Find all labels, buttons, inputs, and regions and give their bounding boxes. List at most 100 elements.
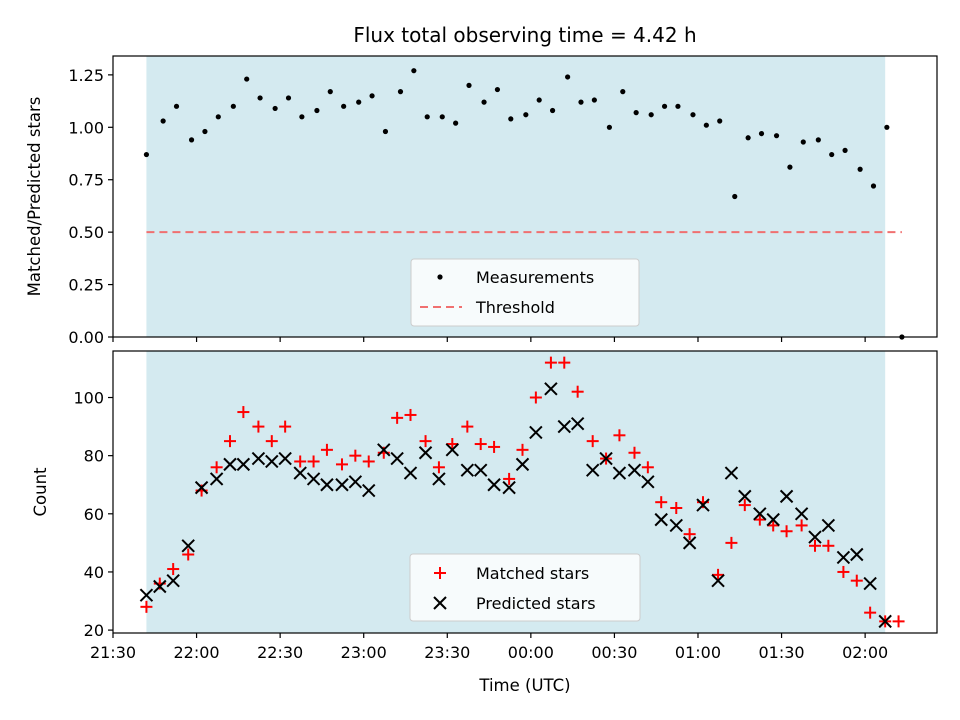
bottom-y-tick-label: 80 [84,447,104,466]
measurement-point [299,114,305,120]
x-tick-label: 22:00 [174,643,220,662]
matched-star-point [419,435,432,448]
measurement-point [188,137,195,143]
predicted-star-point [766,512,780,527]
matched-star-point [461,420,474,433]
measurement-point [143,151,150,158]
bottom-legend: Matched stars Predicted stars [409,553,641,622]
matched-star-point [210,461,223,474]
predicted-star-point [627,463,642,477]
matched-star-point [628,446,641,459]
predicted-star-point [808,530,822,544]
x-tick-label: 22:30 [257,643,303,662]
measurement-point [591,97,597,103]
bottom-y-ticks: 20 40 60 80 100 [73,389,113,640]
matched-star-point [725,536,738,549]
predicted-star-point [724,466,739,480]
measurement-point [620,89,626,95]
legend-measurements-label: Measurements [476,268,594,287]
matched-star-point [279,420,292,433]
predicted-star-point [612,466,627,480]
predicted-star-point [445,443,460,457]
x-tick-label: 01:30 [759,643,805,662]
matched-star-point [140,600,153,613]
predicted-star-point [779,489,794,504]
matched-star-point [655,496,668,509]
measurement-point [787,164,793,170]
matched-star-point [294,455,307,468]
legend-matched-label: Matched stars [476,564,589,583]
matched-star-point [182,548,195,561]
matched-star-point [753,513,766,526]
matched-star-point [335,458,348,471]
measurement-point [857,166,863,172]
predicted-star-point [139,588,154,602]
matched-star-point [558,356,571,369]
x-tick-label: 00:00 [508,643,554,662]
predicted-star-point [278,451,292,466]
predicted-star-point [641,475,655,489]
matched-star-point [529,391,542,404]
measurement-point [675,103,681,109]
predicted-star-point [502,480,516,495]
measurement-point [397,89,404,95]
matched-star-point [404,408,417,421]
predicted-star-point [223,457,237,472]
predicted-star-point [209,472,224,486]
matched-star-point [265,435,278,448]
matched-star-point [544,356,557,369]
matched-star-point [307,455,320,468]
matched-star-point [391,411,404,424]
top-y-axis-label: Matched/Predicted stars [25,97,44,297]
measurement-point [424,114,430,120]
x-tick-label: 23:30 [424,643,470,662]
predicted-star-point [306,472,321,486]
legend-predicted-marker [433,596,447,610]
predicted-star-point [794,507,809,521]
x-tick-label: 21:30 [90,643,136,662]
matched-star-point [767,519,780,532]
measurement-point [160,118,166,124]
measurement-point [523,112,529,118]
predicted-star-point [836,550,851,565]
measurement-point [481,99,487,105]
predicted-star-point [850,547,864,562]
measurement-point [578,99,584,105]
predicted-star-point [863,576,877,591]
predicted-star-point [166,573,180,588]
predicted-star-point [711,573,725,588]
matched-star-point [864,606,877,619]
measurement-point [356,99,362,105]
matched-star-point [237,406,250,419]
measurement-point [173,103,180,109]
matched-star-point [837,565,850,578]
chart-title: Flux total observing time = 4.42 h [353,23,696,47]
bottom-x-ticks: 21:30 22:00 22:30 23:00 23:30 00:00 00:30 01:00… [90,633,888,662]
top-legend-box [410,258,640,327]
measurement-point [202,128,208,135]
matched-star-point [446,438,459,451]
top-y-tick-label: 0.50 [68,223,104,242]
predicted-star-point [654,512,668,527]
bottom-y-tick-label: 100 [73,389,104,408]
measurement-point [536,97,542,103]
legend-matched-marker [434,567,446,579]
bottom-y-axis-label: Count [31,467,50,517]
measurement-point [815,137,821,143]
measurement-point [870,183,877,189]
bottom-y-tick-label: 40 [84,563,104,582]
top-axes-frame [112,55,938,338]
predicted-star-point [738,489,752,504]
predicted-star-point [181,539,195,553]
measurement-points [143,68,905,340]
measurement-point [565,74,571,80]
measurement-point [758,130,765,137]
predicted-star-point [251,451,266,466]
predicted-star-point [418,446,433,460]
bottom-y-tick-label: 20 [84,621,104,640]
predicted-star-point [487,478,501,492]
predicted-star-point [293,466,307,480]
predicted-star-point [335,478,349,492]
measurement-point [690,112,696,118]
predicted-stars-points [139,382,892,629]
